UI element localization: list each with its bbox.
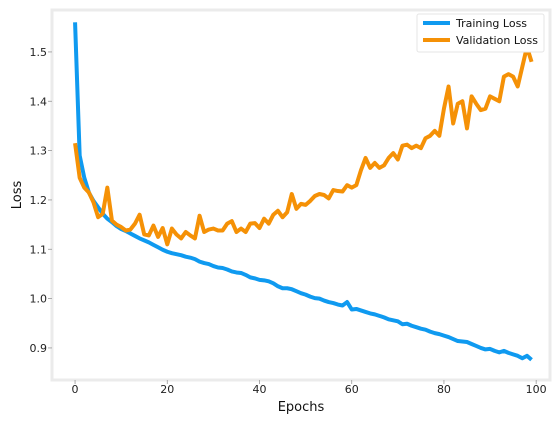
y-tick-label: 1.3 [30, 145, 48, 158]
x-tick-label: 80 [437, 383, 451, 396]
legend-label-training: Training Loss [455, 17, 527, 30]
x-tick-label: 0 [72, 383, 79, 396]
y-tick-label: 1.0 [30, 293, 48, 306]
plot-frame [50, 8, 552, 382]
x-axis-label: Epochs [278, 400, 325, 415]
y-tick-label: 0.9 [30, 342, 48, 355]
x-tick-label: 100 [526, 383, 547, 396]
x-tick-label: 40 [253, 383, 267, 396]
x-tick-label: 20 [160, 383, 174, 396]
y-axis-label: Loss [10, 181, 25, 210]
legend: Training Loss Validation Loss [416, 13, 545, 53]
training-loss-line [73, 22, 533, 362]
series-lines [73, 22, 534, 362]
y-axis-ticks: 0.9 1.0 1.1 1.2 1.3 1.4 1.5 [30, 46, 52, 355]
x-tick-label: 60 [345, 383, 359, 396]
y-tick-label: 1.4 [30, 95, 48, 108]
validation-loss-line [73, 45, 534, 247]
y-tick-label: 1.2 [30, 194, 48, 207]
legend-label-validation: Validation Loss [456, 34, 538, 47]
y-tick-label: 1.1 [30, 243, 48, 256]
x-axis-ticks: 0 20 40 60 80 100 [72, 380, 547, 396]
y-tick-label: 1.5 [30, 46, 48, 59]
